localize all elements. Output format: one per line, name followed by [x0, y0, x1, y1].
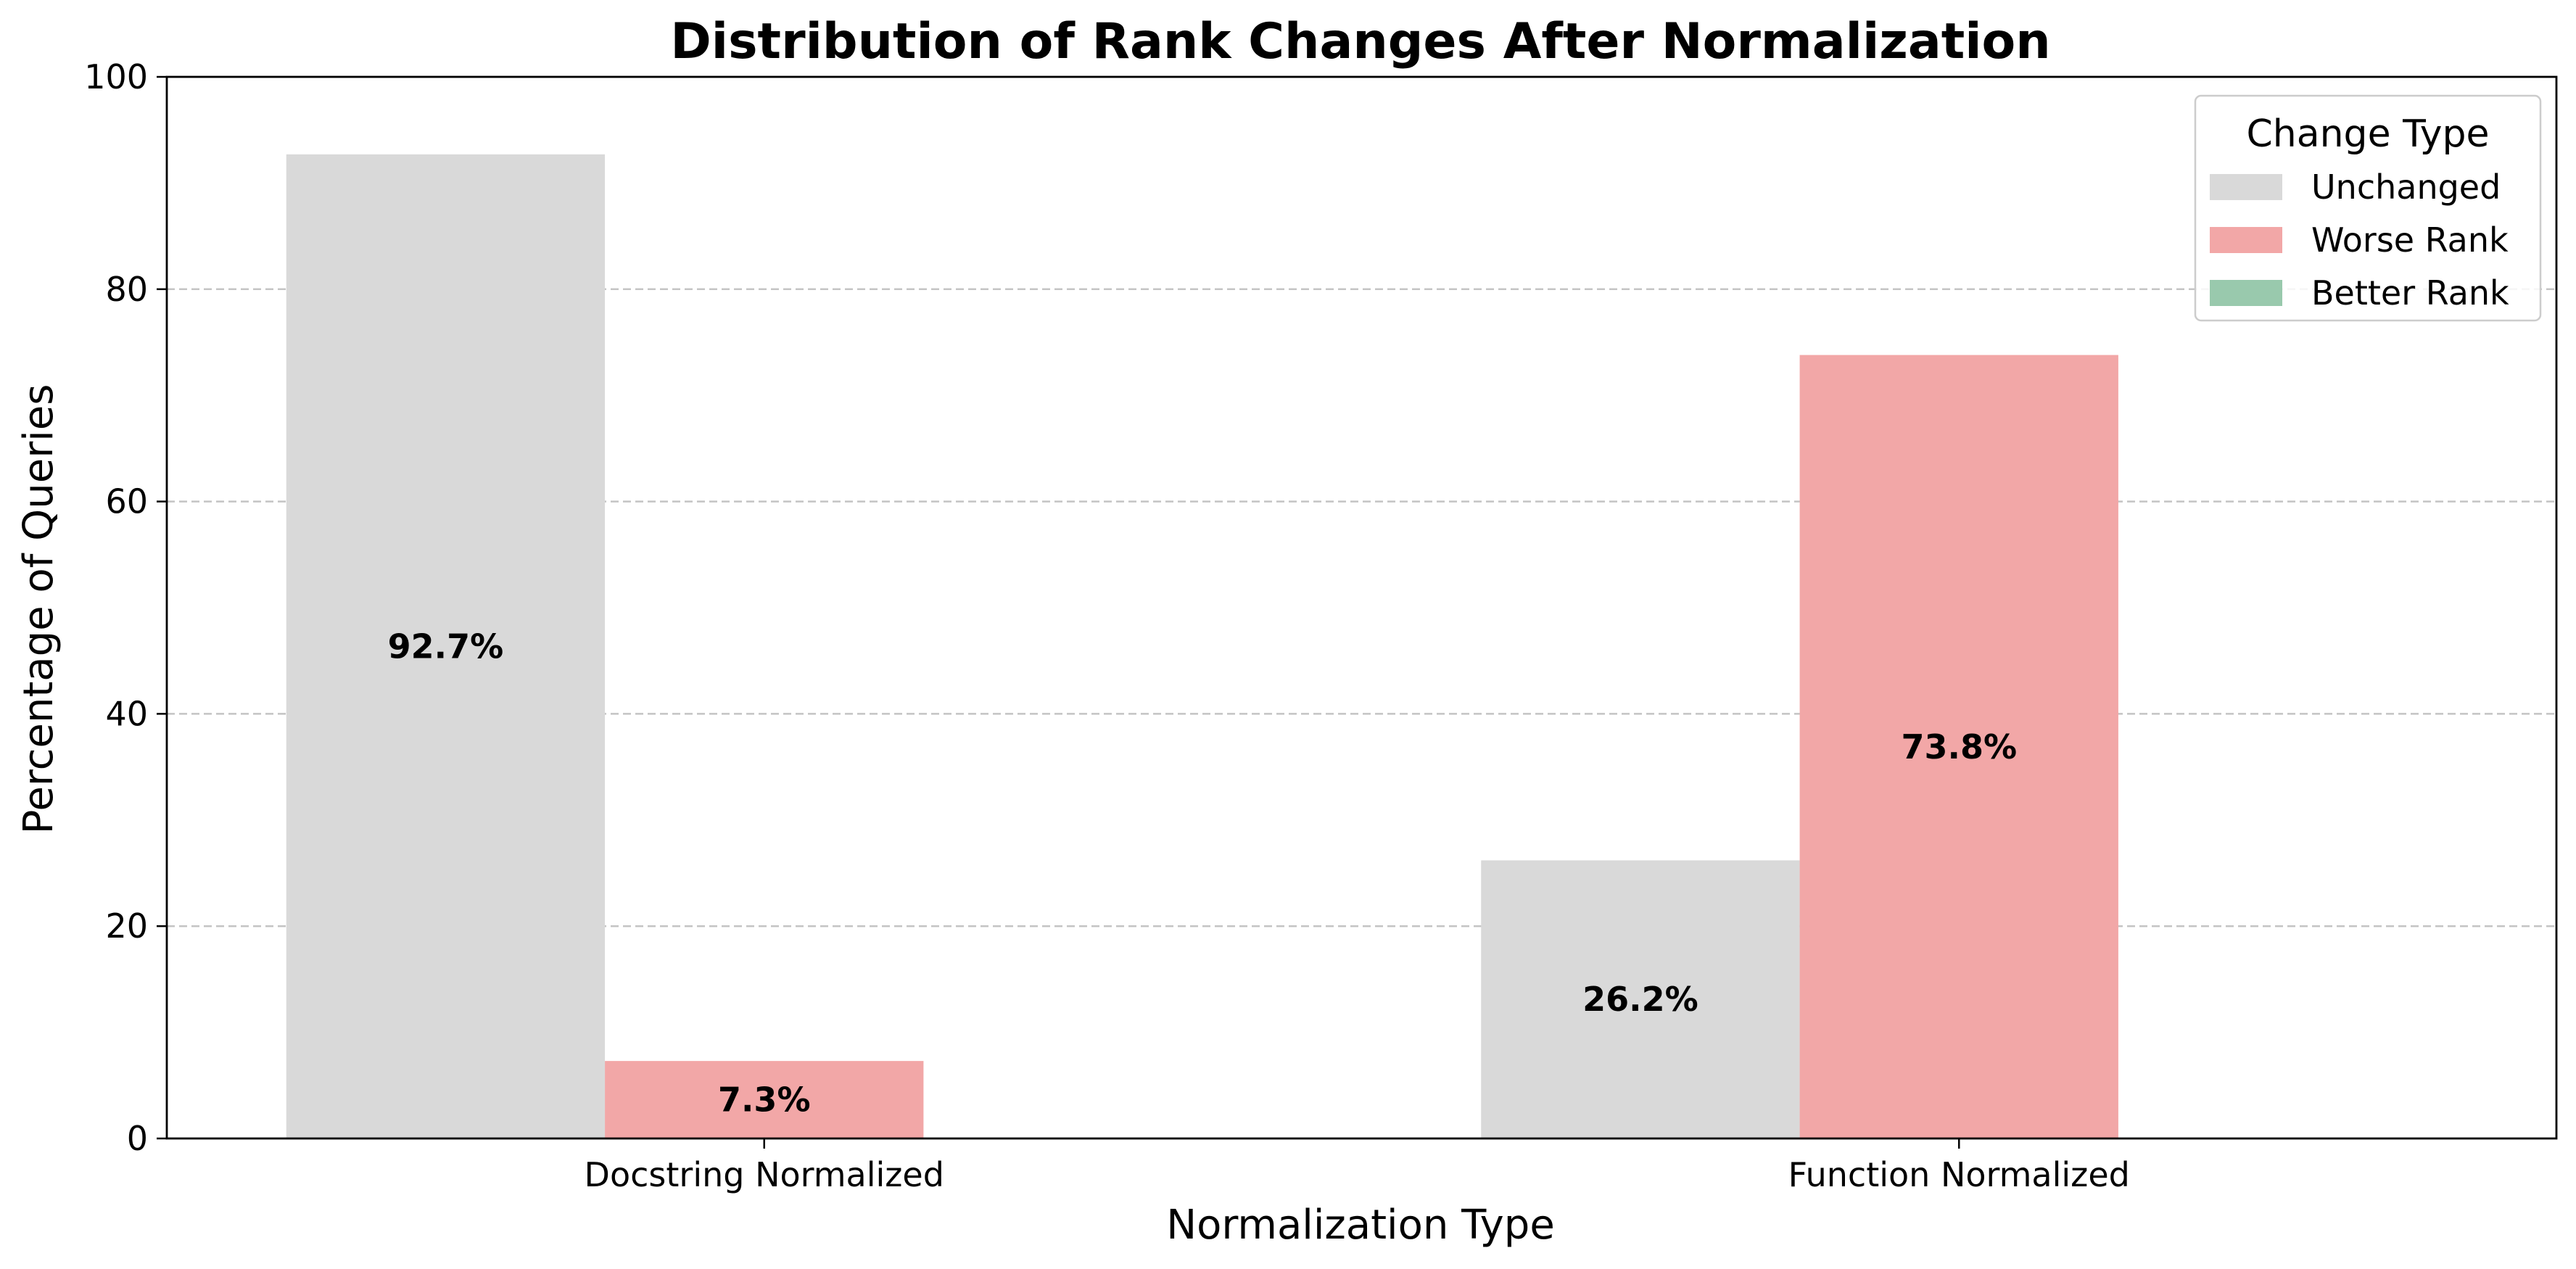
y-tick-label: 100 — [84, 57, 148, 96]
y-axis-label: Percentage of Queries — [15, 384, 62, 835]
legend-swatch — [2210, 174, 2282, 200]
bar-value-label: 7.3% — [718, 1080, 811, 1120]
legend-swatch — [2210, 227, 2282, 253]
legend-box — [2194, 94, 2542, 322]
bar-value-label: 92.7% — [388, 627, 504, 666]
legend-item-label: Worse Rank — [2311, 220, 2509, 260]
y-tick-label: 40 — [105, 694, 148, 733]
axes: 0 20 40 60 80 100 Docstring Normalized Function… — [84, 57, 2558, 1194]
bars — [286, 154, 2118, 1139]
legend-title: Change Type — [2246, 112, 2489, 156]
plot-frame — [165, 75, 2558, 1140]
bar-unchanged — [286, 154, 606, 1139]
bar-worse-rank — [1799, 355, 2118, 1138]
y-tick-label: 80 — [105, 270, 148, 309]
x-tick-label: Function Normalized — [1788, 1155, 2130, 1194]
y-tick-label: 0 — [127, 1119, 148, 1158]
bar-worse-rank — [605, 1061, 924, 1138]
legend-swatch — [2210, 280, 2282, 306]
bar-value-label: 73.8% — [1901, 727, 2017, 766]
chart-title: Distribution of Rank Changes After Norma… — [670, 13, 2050, 70]
y-tick-label: 60 — [105, 482, 148, 521]
bar-value-label: 26.2% — [1582, 980, 1698, 1019]
legend-item-label: Better Rank — [2311, 273, 2509, 313]
legend: Change Type Unchanged Worse Rank Better Ran… — [2194, 94, 2542, 322]
x-axis-label: Normalization Type — [1166, 1202, 1555, 1249]
y-tick-label: 20 — [105, 906, 148, 946]
bar-unchanged — [1481, 860, 1800, 1138]
data-labels: 92.7% 7.3% 26.2% 73.8% — [388, 627, 2017, 1119]
legend-item-label: Unchanged — [2311, 168, 2501, 207]
x-tick-label: Docstring Normalized — [585, 1155, 944, 1194]
